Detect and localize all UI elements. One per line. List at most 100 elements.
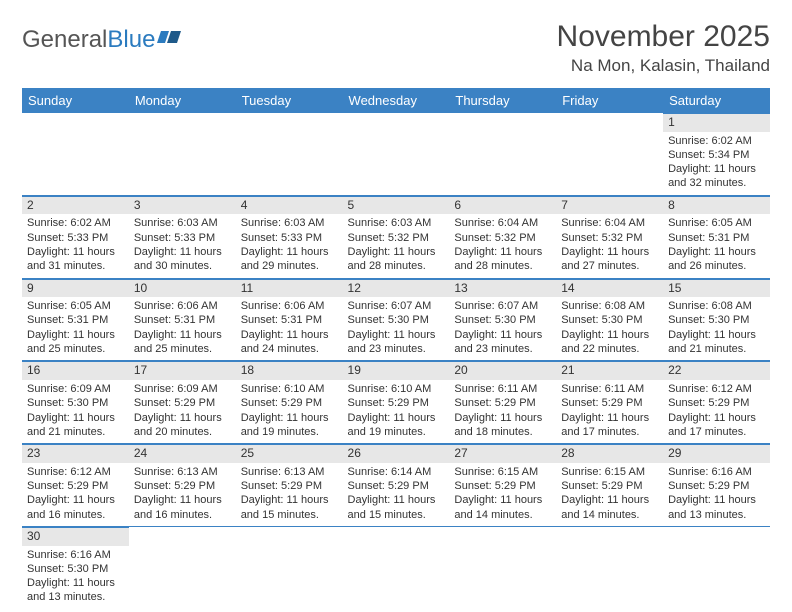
d2-text: and 25 minutes. (27, 342, 124, 356)
calendar-cell: 19Sunrise: 6:10 AMSunset: 5:29 PMDayligh… (343, 361, 450, 444)
day-number: 9 (22, 279, 129, 298)
d2-text: and 19 minutes. (348, 425, 445, 439)
cell-body: Sunrise: 6:11 AMSunset: 5:29 PMDaylight:… (449, 380, 556, 443)
sunset-text: Sunset: 5:33 PM (27, 231, 124, 245)
calendar-cell (343, 113, 450, 195)
logo-text-general: General (22, 26, 107, 54)
d2-text: and 23 minutes. (454, 342, 551, 356)
calendar-cell: 4Sunrise: 6:03 AMSunset: 5:33 PMDaylight… (236, 195, 343, 278)
d1-text: Daylight: 11 hours (454, 328, 551, 342)
d1-text: Daylight: 11 hours (348, 245, 445, 259)
d2-text: and 17 minutes. (561, 425, 658, 439)
page-title: November 2025 (557, 20, 770, 54)
cell-body: Sunrise: 6:16 AMSunset: 5:30 PMDaylight:… (22, 546, 129, 609)
calendar-cell: 18Sunrise: 6:10 AMSunset: 5:29 PMDayligh… (236, 361, 343, 444)
sunrise-text: Sunrise: 6:08 AM (668, 299, 765, 313)
d2-text: and 15 minutes. (348, 508, 445, 522)
sunrise-text: Sunrise: 6:15 AM (454, 465, 551, 479)
d2-text: and 28 minutes. (454, 259, 551, 273)
d2-text: and 18 minutes. (454, 425, 551, 439)
title-block: November 2025 Na Mon, Kalasin, Thailand (557, 20, 770, 76)
d1-text: Daylight: 11 hours (668, 328, 765, 342)
day-number: 5 (343, 196, 450, 215)
day-number: 27 (449, 444, 556, 463)
logo-text-blue: Blue (107, 26, 155, 54)
d1-text: Daylight: 11 hours (668, 245, 765, 259)
flag-icon (157, 26, 183, 54)
day-number: 26 (343, 444, 450, 463)
d1-text: Daylight: 11 hours (241, 493, 338, 507)
day-number: 23 (22, 444, 129, 463)
d2-text: and 32 minutes. (668, 176, 765, 190)
day-number: 17 (129, 361, 236, 380)
sunset-text: Sunset: 5:29 PM (241, 396, 338, 410)
cell-body: Sunrise: 6:05 AMSunset: 5:31 PMDaylight:… (663, 214, 770, 277)
calendar-cell: 29Sunrise: 6:16 AMSunset: 5:29 PMDayligh… (663, 444, 770, 527)
calendar-cell: 23Sunrise: 6:12 AMSunset: 5:29 PMDayligh… (22, 444, 129, 527)
d1-text: Daylight: 11 hours (668, 493, 765, 507)
sunset-text: Sunset: 5:32 PM (454, 231, 551, 245)
calendar-cell: 12Sunrise: 6:07 AMSunset: 5:30 PMDayligh… (343, 278, 450, 361)
calendar-cell: 21Sunrise: 6:11 AMSunset: 5:29 PMDayligh… (556, 361, 663, 444)
sunrise-text: Sunrise: 6:04 AM (454, 216, 551, 230)
d1-text: Daylight: 11 hours (27, 576, 124, 590)
calendar-cell: 16Sunrise: 6:09 AMSunset: 5:30 PMDayligh… (22, 361, 129, 444)
weekday-header: Wednesday (343, 88, 450, 113)
weekday-header: Saturday (663, 88, 770, 113)
day-number: 4 (236, 196, 343, 215)
header: GeneralBlue November 2025 Na Mon, Kalasi… (22, 20, 770, 76)
calendar-cell: 7Sunrise: 6:04 AMSunset: 5:32 PMDaylight… (556, 195, 663, 278)
calendar-cell: 26Sunrise: 6:14 AMSunset: 5:29 PMDayligh… (343, 444, 450, 527)
cell-body: Sunrise: 6:02 AMSunset: 5:33 PMDaylight:… (22, 214, 129, 277)
cell-body: Sunrise: 6:08 AMSunset: 5:30 PMDaylight:… (556, 297, 663, 360)
weekday-header: Sunday (22, 88, 129, 113)
calendar-cell (663, 526, 770, 608)
sunrise-text: Sunrise: 6:11 AM (561, 382, 658, 396)
calendar-cell: 17Sunrise: 6:09 AMSunset: 5:29 PMDayligh… (129, 361, 236, 444)
calendar-cell: 28Sunrise: 6:15 AMSunset: 5:29 PMDayligh… (556, 444, 663, 527)
d2-text: and 19 minutes. (241, 425, 338, 439)
calendar-cell: 27Sunrise: 6:15 AMSunset: 5:29 PMDayligh… (449, 444, 556, 527)
d1-text: Daylight: 11 hours (668, 162, 765, 176)
sunset-text: Sunset: 5:31 PM (134, 313, 231, 327)
day-number: 21 (556, 361, 663, 380)
sunset-text: Sunset: 5:29 PM (134, 479, 231, 493)
d2-text: and 25 minutes. (134, 342, 231, 356)
d2-text: and 13 minutes. (27, 590, 124, 604)
d1-text: Daylight: 11 hours (454, 493, 551, 507)
calendar-cell: 15Sunrise: 6:08 AMSunset: 5:30 PMDayligh… (663, 278, 770, 361)
calendar-cell: 20Sunrise: 6:11 AMSunset: 5:29 PMDayligh… (449, 361, 556, 444)
weekday-header: Thursday (449, 88, 556, 113)
calendar-cell (556, 526, 663, 608)
sunset-text: Sunset: 5:29 PM (561, 396, 658, 410)
day-number: 1 (663, 113, 770, 132)
sunset-text: Sunset: 5:29 PM (454, 479, 551, 493)
d2-text: and 26 minutes. (668, 259, 765, 273)
d1-text: Daylight: 11 hours (348, 328, 445, 342)
d2-text: and 13 minutes. (668, 508, 765, 522)
logo: GeneralBlue (22, 26, 183, 54)
sunrise-text: Sunrise: 6:02 AM (668, 134, 765, 148)
d1-text: Daylight: 11 hours (134, 493, 231, 507)
day-number: 14 (556, 279, 663, 298)
sunset-text: Sunset: 5:29 PM (348, 479, 445, 493)
cell-body: Sunrise: 6:06 AMSunset: 5:31 PMDaylight:… (236, 297, 343, 360)
calendar-cell (556, 113, 663, 195)
day-number: 28 (556, 444, 663, 463)
sunrise-text: Sunrise: 6:09 AM (27, 382, 124, 396)
sunrise-text: Sunrise: 6:13 AM (241, 465, 338, 479)
cell-body: Sunrise: 6:09 AMSunset: 5:29 PMDaylight:… (129, 380, 236, 443)
sunset-text: Sunset: 5:33 PM (241, 231, 338, 245)
sunset-text: Sunset: 5:30 PM (668, 313, 765, 327)
day-number: 20 (449, 361, 556, 380)
d2-text: and 27 minutes. (561, 259, 658, 273)
page-subtitle: Na Mon, Kalasin, Thailand (557, 56, 770, 76)
sunrise-text: Sunrise: 6:12 AM (27, 465, 124, 479)
cell-body: Sunrise: 6:15 AMSunset: 5:29 PMDaylight:… (449, 463, 556, 526)
cell-body: Sunrise: 6:07 AMSunset: 5:30 PMDaylight:… (343, 297, 450, 360)
calendar-cell (22, 113, 129, 195)
sunset-text: Sunset: 5:29 PM (348, 396, 445, 410)
d2-text: and 16 minutes. (134, 508, 231, 522)
cell-body: Sunrise: 6:14 AMSunset: 5:29 PMDaylight:… (343, 463, 450, 526)
sunset-text: Sunset: 5:30 PM (454, 313, 551, 327)
